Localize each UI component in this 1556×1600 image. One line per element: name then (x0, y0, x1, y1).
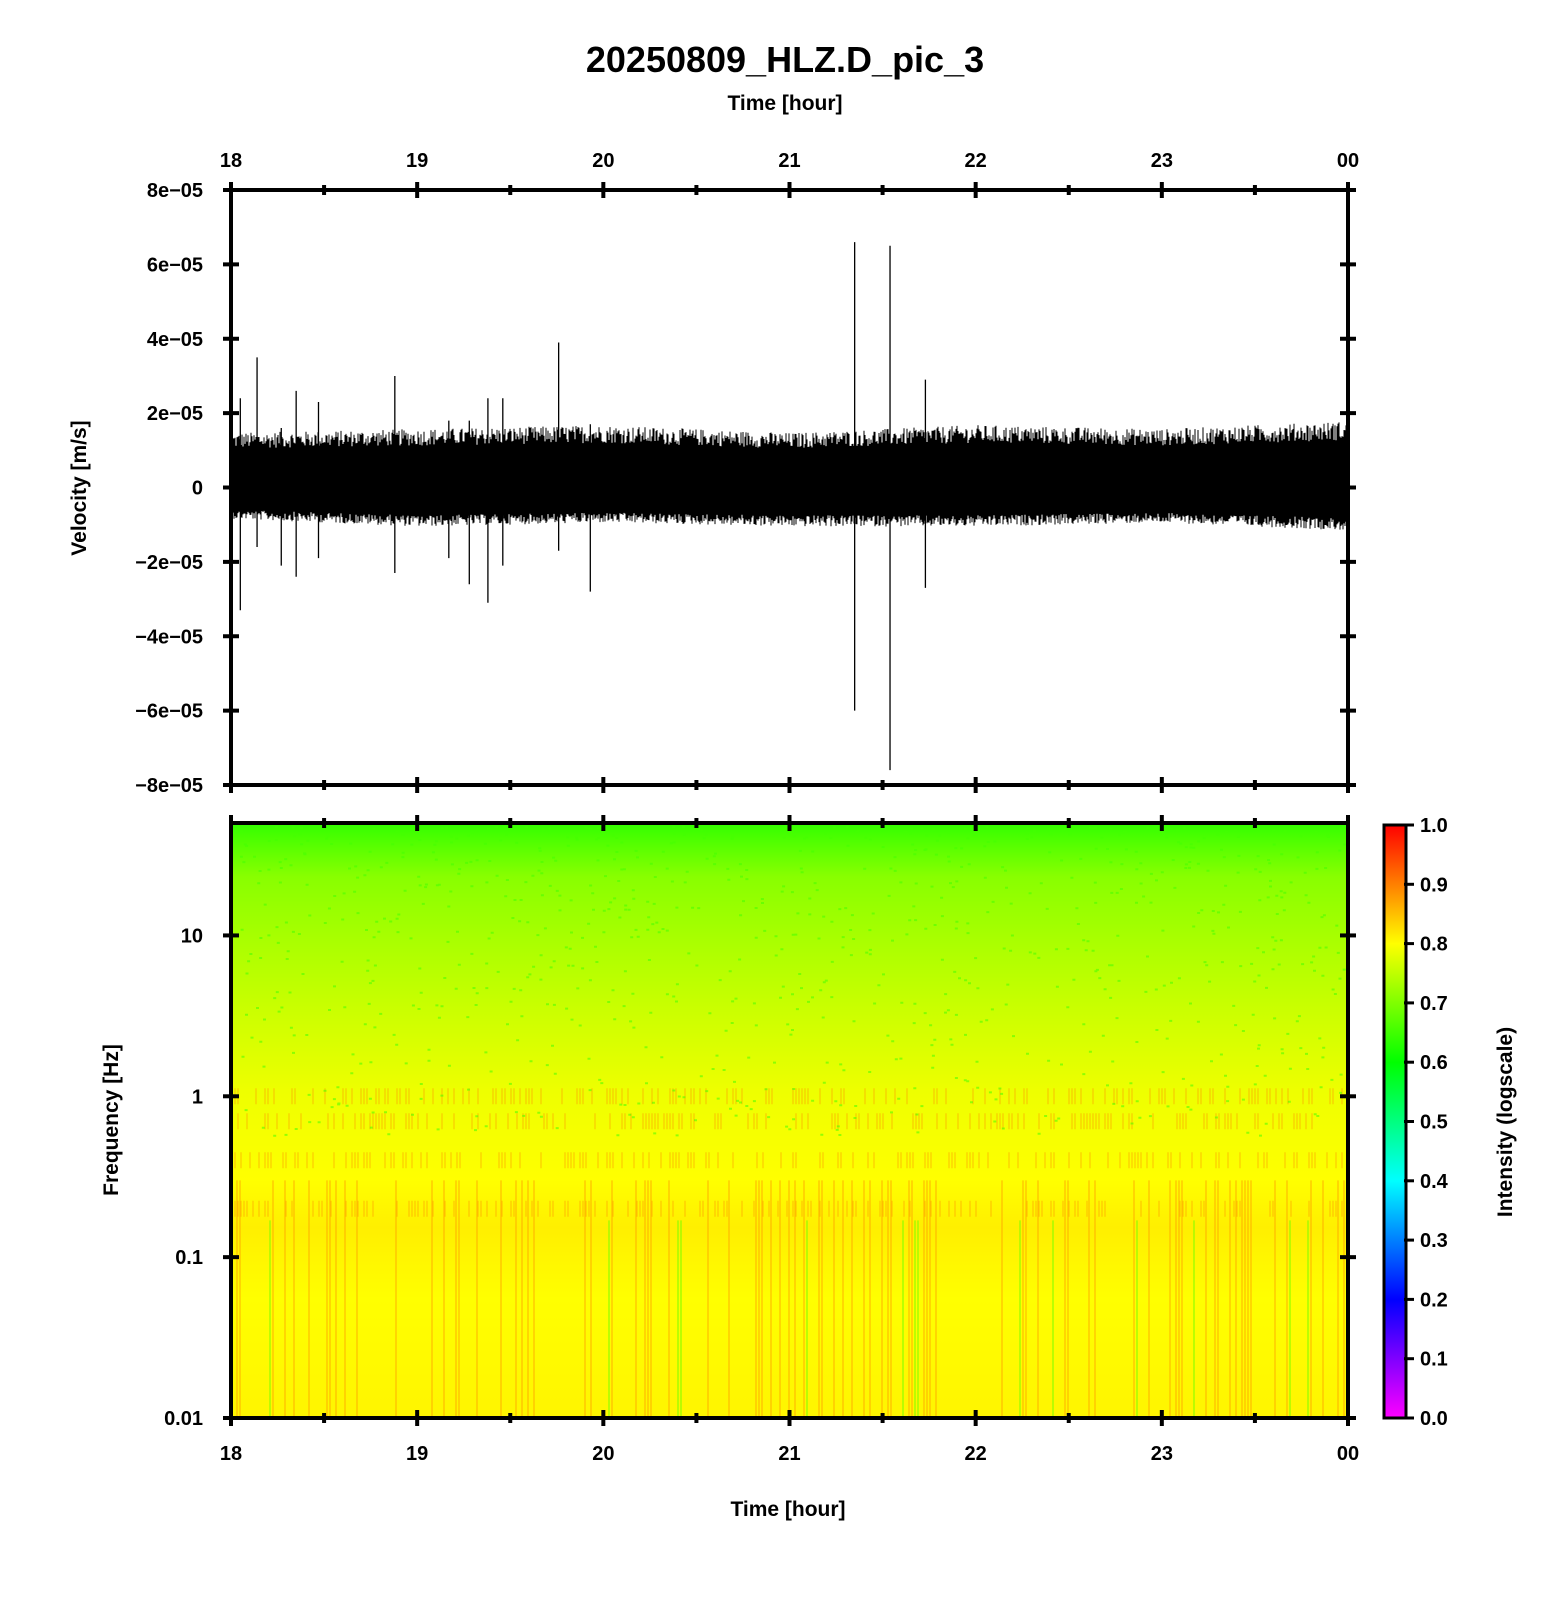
spectrogram-frame (229, 821, 1350, 1420)
velocity-tick-label: −2e−05 (135, 552, 203, 574)
colorbar: 1.0 0.9 0.8 0.7 0.6 0.5 0.4 0.3 0.2 0.1 0.0 (1382, 815, 1449, 1430)
spectrogram-band (237, 1113, 1313, 1130)
bottom-x-tick-label: 00 (1337, 1443, 1359, 1465)
seismogram-frame (229, 188, 1350, 787)
top-x-tick-label: 22 (965, 150, 987, 172)
bottom-x-tick-label: 20 (592, 1443, 614, 1465)
top-x-tick-label: 18 (220, 150, 242, 172)
colorbar-tick-label: 0.3 (1420, 1230, 1448, 1252)
seismogram-trace (232, 242, 1347, 771)
frequency-tick-label: 10 (181, 925, 203, 947)
frequency-tick-label: 0.1 (175, 1247, 203, 1269)
bottom-x-tick-label: 23 (1151, 1443, 1173, 1465)
top-x-tick-label: 19 (406, 150, 428, 172)
colorbar-gradient (1384, 825, 1406, 1418)
top-x-tick-label: 00 (1337, 150, 1359, 172)
top-x-tick-label: 20 (592, 150, 614, 172)
spectrogram-plot: 18 19 20 21 22 23 00 10 1 0.1 0.01 (164, 815, 1359, 1465)
colorbar-tick-label: 0.7 (1420, 993, 1448, 1015)
colorbar-label: Intensity (logscale) (1494, 1027, 1517, 1217)
colorbar-tick-label: 0.4 (1420, 1171, 1449, 1193)
velocity-tick-label: 8e−05 (147, 180, 203, 202)
top-x-axis-label: Time [hour] (727, 92, 842, 115)
top-x-tick-label: 23 (1151, 150, 1173, 172)
velocity-tick-label: 0 (192, 478, 203, 500)
colorbar-frame (1382, 823, 1408, 1420)
velocity-tick-label: 2e−05 (147, 403, 203, 425)
colorbar-tick-label: 0.8 (1420, 934, 1448, 956)
spectrogram-mottle (239, 826, 1346, 1137)
colorbar-tick-label: 0.1 (1420, 1349, 1448, 1371)
seismogram-noise (232, 422, 1347, 530)
velocity-tick-label: 6e−05 (147, 254, 203, 276)
seismogram-plot: 18 19 20 21 22 23 00 8e−05 6e−05 4e−05 2e−05 0 −2e−0… (135, 150, 1359, 797)
frequency-axis-label: Frequency [Hz] (100, 1044, 123, 1196)
bottom-x-tick-label: 22 (965, 1443, 987, 1465)
colorbar-tick-label: 1.0 (1420, 815, 1448, 837)
bottom-x-axis-label: Time [hour] (730, 1498, 845, 1521)
velocity-axis-label: Velocity [m/s] (68, 420, 91, 555)
spectrogram-stripes (236, 1180, 1345, 1416)
bottom-x-tick-label: 21 (778, 1443, 800, 1465)
colorbar-tick-label: 0.0 (1420, 1408, 1448, 1430)
spectrogram-texture (234, 826, 1346, 1416)
bottom-x-tick-label: 18 (220, 1443, 242, 1465)
velocity-tick-label: 4e−05 (147, 329, 203, 351)
frequency-tick-label: 1 (192, 1086, 203, 1108)
frequency-tick-label: 0.01 (164, 1408, 203, 1430)
top-x-tick-label: 21 (778, 150, 800, 172)
chart-title: 20250809_HLZ.D_pic_3 (586, 39, 984, 80)
colorbar-tick-label: 0.9 (1420, 874, 1448, 896)
colorbar-tick-label: 0.5 (1420, 1112, 1448, 1134)
spectrogram-band (234, 1200, 1343, 1217)
colorbar-tick-label: 0.6 (1420, 1052, 1448, 1074)
spectrogram-band (234, 1152, 1343, 1169)
colorbar-ticks: 1.0 0.9 0.8 0.7 0.6 0.5 0.4 0.3 0.2 0.1 0.0 (1404, 815, 1449, 1430)
bottom-x-tick-label: 19 (406, 1443, 428, 1465)
spectrogram-stripes (269, 1220, 1309, 1416)
colorbar-tick-label: 0.2 (1420, 1289, 1448, 1311)
velocity-tick-label: −8e−05 (135, 775, 203, 797)
velocity-tick-label: −4e−05 (135, 626, 203, 648)
velocity-tick-label: −6e−05 (135, 701, 203, 723)
